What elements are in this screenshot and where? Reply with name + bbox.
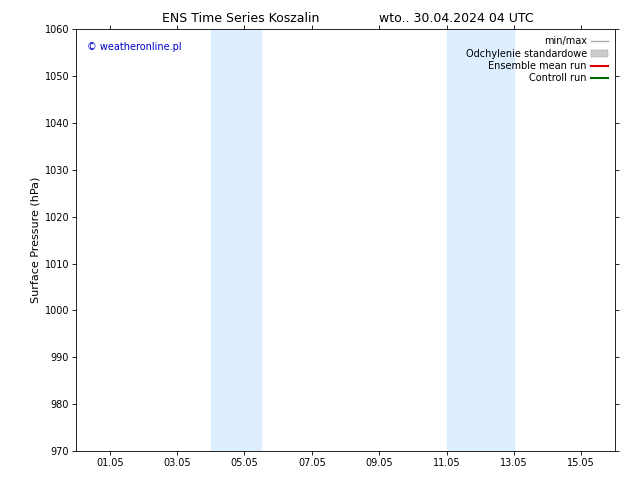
Text: © weatheronline.pl: © weatheronline.pl <box>87 42 181 52</box>
Text: ENS Time Series Koszalin: ENS Time Series Koszalin <box>162 12 320 25</box>
Bar <box>210 29 261 451</box>
Bar <box>446 29 514 451</box>
Text: wto.. 30.04.2024 04 UTC: wto.. 30.04.2024 04 UTC <box>379 12 534 25</box>
Y-axis label: Surface Pressure (hPa): Surface Pressure (hPa) <box>30 177 41 303</box>
Legend: min/max, Odchylenie standardowe, Ensemble mean run, Controll run: min/max, Odchylenie standardowe, Ensembl… <box>463 34 610 85</box>
